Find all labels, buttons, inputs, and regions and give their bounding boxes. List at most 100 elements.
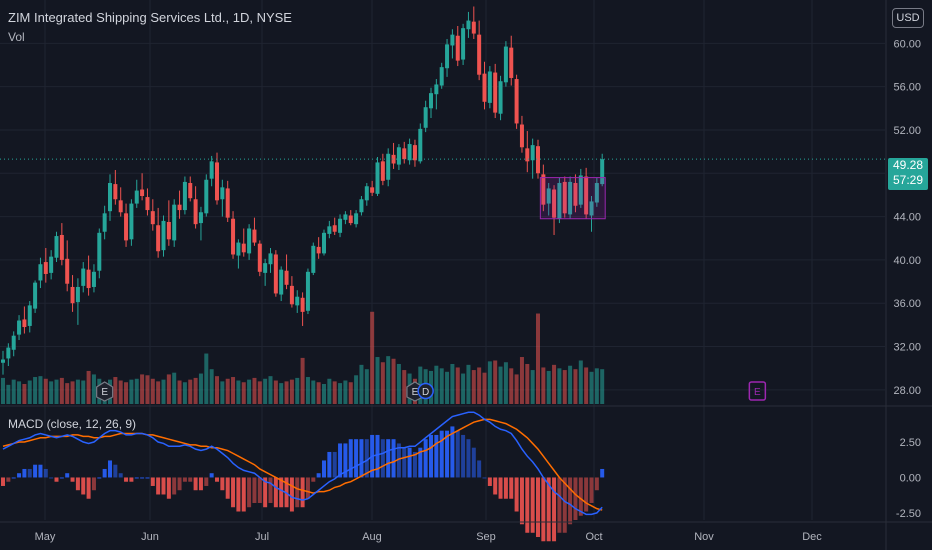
macd-histogram-bar	[145, 477, 150, 479]
macd-histogram-bar	[220, 477, 225, 491]
volume-bar	[359, 364, 364, 404]
macd-histogram-bar	[166, 477, 171, 499]
candle-body	[461, 28, 466, 60]
candle-body	[338, 218, 343, 233]
candle	[589, 196, 594, 232]
macd-histogram-bar	[118, 473, 123, 478]
macd-tick-label: 2.50	[900, 437, 921, 449]
volume-bar	[498, 366, 503, 404]
volume-bar	[279, 383, 284, 404]
macd-histogram-bar	[530, 477, 535, 533]
candle	[348, 210, 353, 226]
earnings-icon	[96, 381, 114, 402]
candle-body	[487, 71, 492, 103]
candle	[22, 306, 27, 334]
macd-histogram-bar	[391, 439, 396, 478]
price-tick-label: 28.00	[893, 385, 921, 397]
macd-histogram-bar	[578, 477, 583, 516]
candle	[81, 262, 86, 293]
candle	[263, 258, 268, 286]
macd-histogram-bar	[541, 477, 546, 542]
event-marker[interactable]: D	[417, 382, 434, 400]
candle-body	[541, 174, 546, 205]
volume-bar	[182, 382, 187, 404]
candle	[370, 180, 375, 197]
candle-body	[215, 162, 219, 201]
macd-histogram-bar	[498, 477, 503, 499]
volume-bar	[33, 377, 38, 404]
candle	[124, 203, 129, 247]
candle	[482, 61, 487, 110]
candle-body	[434, 84, 439, 95]
macd-histogram-bar	[525, 477, 530, 533]
volume-bar	[562, 370, 567, 404]
macd-histogram-bar	[514, 477, 519, 512]
candle-body	[102, 213, 107, 232]
candle	[509, 35, 514, 86]
candle-body	[273, 254, 278, 294]
macd-histogram-bar	[509, 477, 514, 499]
candle-body	[268, 253, 273, 265]
candle	[295, 290, 300, 313]
macd-histogram-bar	[268, 477, 273, 503]
volume-bar	[471, 370, 476, 404]
volume-bar	[386, 356, 391, 404]
volume-legend[interactable]: Vol	[8, 30, 25, 44]
candle-body	[311, 245, 316, 273]
candle	[594, 177, 599, 207]
candle	[268, 247, 273, 273]
candle	[380, 153, 385, 186]
event-marker[interactable]: E	[748, 381, 767, 401]
volume-bar	[557, 368, 562, 404]
volume-bar	[156, 381, 161, 404]
volume-bar	[600, 369, 605, 404]
candle-body	[493, 72, 498, 113]
candle-body	[466, 20, 471, 30]
volume-bar	[284, 381, 289, 404]
macd-histogram-bar	[402, 447, 407, 478]
time-tick-label: Jul	[255, 531, 269, 543]
candle	[182, 176, 187, 215]
candle-body	[43, 262, 48, 274]
macd-histogram-bar	[215, 477, 219, 482]
candle-body	[97, 232, 102, 271]
candle	[311, 242, 316, 276]
candle	[129, 199, 134, 246]
candle-body	[530, 145, 535, 161]
macd-histogram-bar	[113, 464, 118, 478]
volume-bar	[568, 365, 573, 404]
candle	[359, 196, 364, 216]
macd-histogram-bar	[332, 451, 337, 478]
macd-legend[interactable]: MACD (close, 12, 26, 9)	[8, 417, 137, 431]
candle	[279, 266, 284, 302]
candle	[38, 257, 43, 289]
macd-histogram-bar	[134, 477, 139, 479]
candle-body	[1, 359, 5, 363]
macd-histogram-bar	[38, 464, 43, 478]
macd-histogram-bar	[124, 477, 129, 482]
candle-body	[514, 79, 519, 124]
volume-bar	[348, 382, 353, 404]
candle-body	[198, 212, 203, 224]
candle-body	[509, 47, 514, 78]
event-marker[interactable]: E	[96, 381, 114, 402]
currency-button[interactable]: USD	[892, 8, 924, 28]
volume-bar	[65, 383, 70, 404]
candle	[33, 280, 38, 313]
candle	[172, 199, 177, 247]
macd-histogram-bar	[225, 477, 230, 499]
candle-body	[182, 181, 187, 211]
candle	[557, 177, 562, 224]
candle-body	[370, 187, 375, 193]
candle-body	[279, 269, 284, 295]
macd-histogram-bar	[316, 473, 321, 478]
candle	[541, 164, 546, 212]
volume-bar	[289, 379, 294, 404]
time-tick-label: Jun	[141, 531, 159, 543]
volume-bar	[43, 378, 48, 404]
macd-histogram-bar	[434, 434, 439, 478]
symbol-legend[interactable]: ZIM Integrated Shipping Services Ltd., 1…	[8, 10, 292, 25]
macd-histogram-bar	[589, 477, 594, 503]
